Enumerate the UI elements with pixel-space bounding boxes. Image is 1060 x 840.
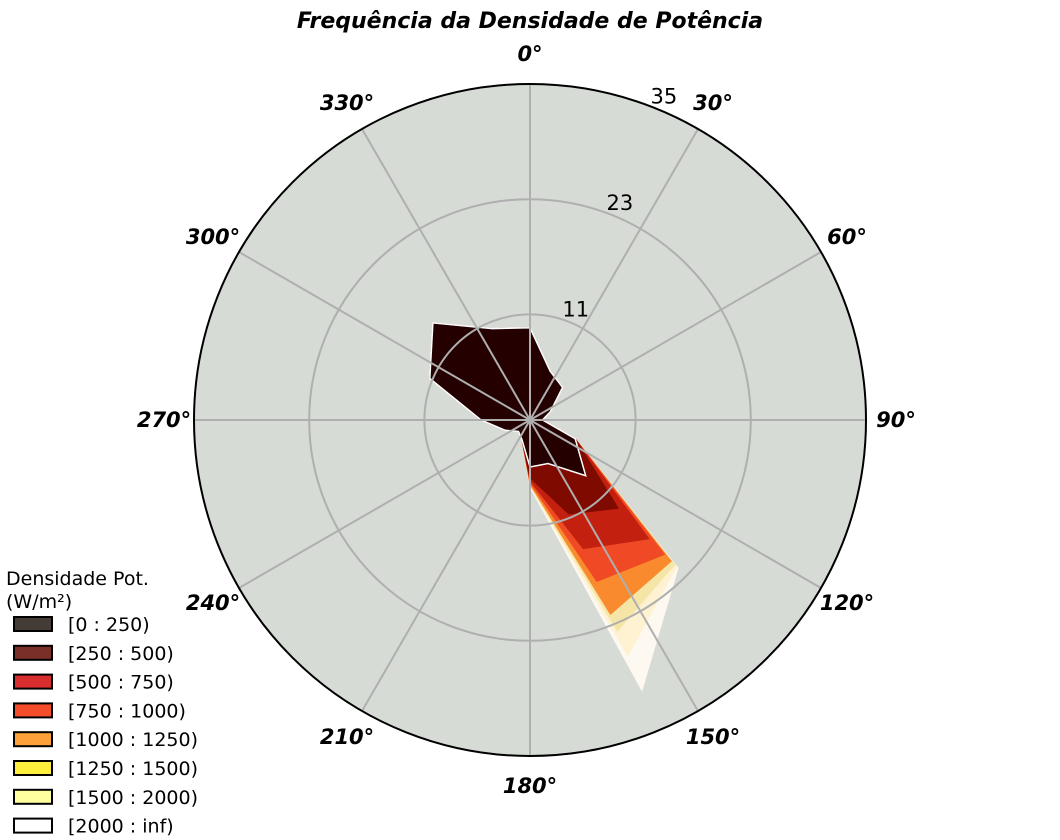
radial-label-11: 11 [562,298,589,322]
polar-grid [194,84,866,756]
grid-spoke-120 [529,419,822,589]
chart-title: Frequência da Densidade de Potência [297,9,763,34]
angle-label-210: 210° [320,725,374,749]
angle-label-90: 90° [876,408,916,432]
angle-label-180: 180° [503,774,557,798]
radial-label-23: 23 [607,191,634,215]
legend-swatch [13,731,53,748]
legend-swatch [13,702,53,719]
radial-label-35: 35 [651,85,678,109]
angle-label-30: 30° [693,91,733,115]
angle-label-120: 120° [820,591,874,615]
legend-label: [250 : 500) [68,643,174,665]
legend: Densidade Pot.(W/m²)[0 : 250) [250 : 500)… [6,568,198,838]
legend-label: [2000 : inf) [68,816,174,838]
angle-label-240: 240° [186,591,240,615]
legend-swatch [13,616,53,632]
grid-spoke-300 [238,251,531,421]
grid-spoke-60 [529,251,822,421]
grid-spoke-210 [361,419,531,712]
grid-spoke-240 [238,419,531,589]
angle-label-300: 300° [186,225,240,249]
polar-frame [193,83,867,757]
angle-label-0: 0° [517,42,542,66]
legend-label: [1500 : 2000) [68,787,198,809]
angle-label-270: 270° [137,408,191,432]
legend-title-line: (W/m²) [6,591,72,613]
legend-swatch [13,817,53,834]
legend-title-line: Densidade Pot. [6,568,149,590]
angle-label-60: 60° [827,225,867,249]
legend-swatch [13,760,53,776]
grid-spoke-330 [361,128,531,421]
legend-label: [500 : 750) [68,672,174,694]
grid-spoke-30 [529,128,699,421]
angle-label-330: 330° [320,91,374,115]
bins-layer [429,322,679,692]
legend-swatch [13,673,53,690]
angle-label-150: 150° [686,725,740,749]
angle-labels: 0° 30° 60° 90° 120° 150° 180° 210° 240° 270° 300° 3… [137,42,916,798]
legend-swatch [13,788,53,805]
legend-label: [0 : 250) [68,614,150,636]
legend-label: [1000 : 1250) [68,729,198,751]
grid-spoke-150 [529,419,699,712]
radial-labels: 11 23 35 [562,85,677,322]
legend-swatch [13,644,53,661]
legend-label: [1250 : 1500) [68,758,198,780]
legend-label: [750 : 1000) [68,700,186,722]
